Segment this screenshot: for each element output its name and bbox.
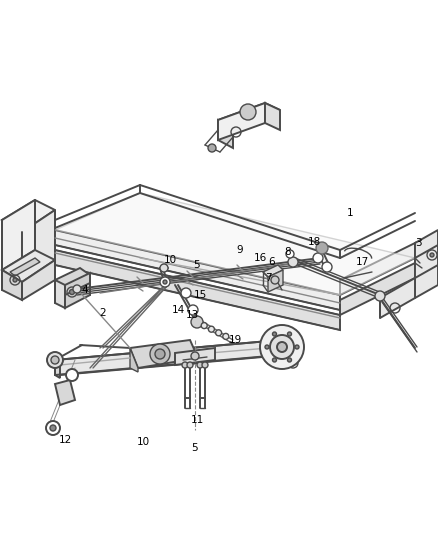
Circle shape <box>288 257 298 267</box>
Polygon shape <box>55 230 340 310</box>
Polygon shape <box>55 280 65 308</box>
Circle shape <box>223 334 229 340</box>
Text: 15: 15 <box>193 290 207 300</box>
Circle shape <box>316 242 328 254</box>
Circle shape <box>150 344 170 364</box>
Text: 17: 17 <box>355 257 369 267</box>
Circle shape <box>70 289 74 295</box>
Text: 12: 12 <box>58 435 72 445</box>
Circle shape <box>187 362 193 368</box>
Text: 18: 18 <box>307 237 321 247</box>
Text: 1: 1 <box>347 208 353 218</box>
Polygon shape <box>10 258 40 276</box>
Circle shape <box>208 144 216 152</box>
Circle shape <box>47 352 63 368</box>
Polygon shape <box>218 103 265 140</box>
Polygon shape <box>130 340 198 368</box>
Text: 7: 7 <box>265 273 271 283</box>
Text: 19: 19 <box>228 335 242 345</box>
Circle shape <box>215 330 222 336</box>
Text: 9: 9 <box>237 245 244 255</box>
Circle shape <box>66 369 78 381</box>
Circle shape <box>201 322 207 329</box>
Text: 14: 14 <box>171 305 185 315</box>
Circle shape <box>288 358 298 368</box>
Text: 5: 5 <box>191 443 197 453</box>
Polygon shape <box>22 210 55 287</box>
Circle shape <box>271 276 279 284</box>
Circle shape <box>287 358 292 362</box>
Polygon shape <box>218 103 280 127</box>
Circle shape <box>51 356 59 364</box>
Circle shape <box>182 362 188 368</box>
Circle shape <box>240 104 256 120</box>
Polygon shape <box>55 340 285 375</box>
Circle shape <box>272 358 276 362</box>
Polygon shape <box>55 380 75 405</box>
Circle shape <box>50 425 56 431</box>
Circle shape <box>191 316 203 328</box>
Circle shape <box>160 264 168 272</box>
Circle shape <box>260 325 304 369</box>
Circle shape <box>430 253 434 257</box>
Circle shape <box>160 277 170 287</box>
Circle shape <box>270 335 294 359</box>
Polygon shape <box>415 245 438 280</box>
Polygon shape <box>55 268 90 287</box>
Circle shape <box>208 326 214 332</box>
Polygon shape <box>340 263 415 315</box>
Text: 3: 3 <box>415 238 421 248</box>
Text: 6: 6 <box>268 257 276 267</box>
Circle shape <box>313 253 323 263</box>
Polygon shape <box>415 230 438 293</box>
Circle shape <box>265 345 269 349</box>
Polygon shape <box>2 250 55 282</box>
Polygon shape <box>268 270 283 292</box>
Circle shape <box>46 421 60 435</box>
Text: 5: 5 <box>194 260 200 270</box>
Circle shape <box>375 291 385 301</box>
Polygon shape <box>55 250 340 330</box>
Polygon shape <box>340 243 415 295</box>
Circle shape <box>163 280 167 284</box>
Polygon shape <box>55 193 415 295</box>
Text: 16: 16 <box>253 253 267 263</box>
Text: 8: 8 <box>285 247 291 257</box>
Polygon shape <box>175 348 215 365</box>
Text: 4: 4 <box>82 285 88 295</box>
Circle shape <box>277 342 287 352</box>
Circle shape <box>286 250 294 258</box>
Circle shape <box>202 362 208 368</box>
Polygon shape <box>130 348 138 372</box>
Polygon shape <box>2 200 55 232</box>
Circle shape <box>197 362 203 368</box>
Circle shape <box>272 332 276 336</box>
Polygon shape <box>55 360 60 378</box>
Circle shape <box>188 305 198 315</box>
Circle shape <box>13 278 17 282</box>
Circle shape <box>155 349 165 359</box>
Circle shape <box>191 352 199 360</box>
Polygon shape <box>265 103 280 130</box>
Polygon shape <box>380 278 415 318</box>
Polygon shape <box>263 265 283 277</box>
Polygon shape <box>218 120 233 148</box>
Text: 2: 2 <box>100 308 106 318</box>
Circle shape <box>287 332 292 336</box>
Polygon shape <box>2 200 35 270</box>
Text: 11: 11 <box>191 415 204 425</box>
Text: 13: 13 <box>185 310 198 320</box>
Text: 10: 10 <box>163 255 177 265</box>
Polygon shape <box>22 260 55 300</box>
Circle shape <box>181 288 191 298</box>
Polygon shape <box>415 265 438 298</box>
Polygon shape <box>65 273 90 308</box>
Polygon shape <box>2 270 22 300</box>
Text: 10: 10 <box>137 437 149 447</box>
Circle shape <box>322 262 332 272</box>
Circle shape <box>295 345 299 349</box>
Circle shape <box>73 285 81 293</box>
